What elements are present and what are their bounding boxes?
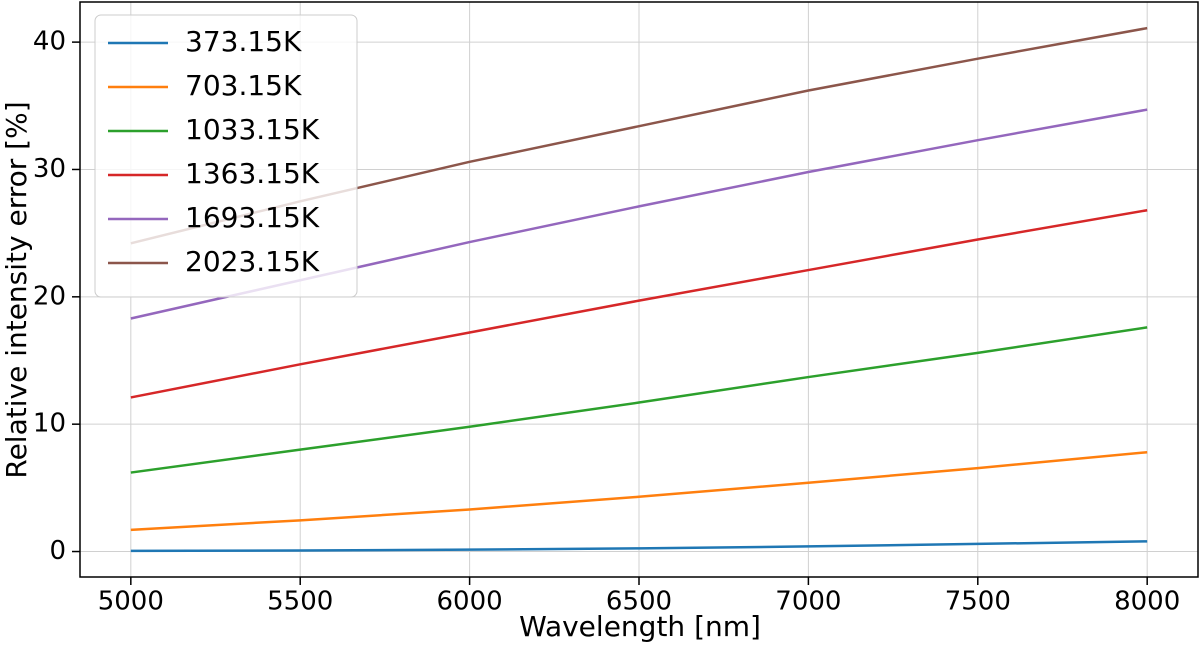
data-line [130, 208, 1148, 399]
data-line [130, 540, 1148, 553]
legend-label: 1693.15K [185, 201, 320, 234]
x-tick-label: 5500 [267, 587, 333, 617]
legend-label: 703.15K [185, 69, 302, 102]
x-tick-label: 6500 [606, 587, 672, 617]
legend-label: 1363.15K [185, 157, 320, 190]
y-tick-label: 0 [49, 536, 66, 566]
legend-label: 2023.15K [185, 245, 320, 278]
plot-frame [79, 1, 1199, 578]
y-tick-label: 20 [33, 281, 66, 311]
y-tick-label: 10 [33, 409, 66, 439]
data-line [130, 326, 1148, 474]
x-tick-label: 7000 [775, 587, 841, 617]
x-tick-label: 5000 [98, 587, 164, 617]
legend-label: 373.15K [185, 25, 302, 58]
data-line [130, 450, 1148, 532]
y-tick-label: 40 [33, 27, 66, 57]
legend-box [94, 14, 358, 298]
y-tick-label: 30 [33, 154, 66, 184]
y-axis-label: Relative intensity error [%] [0, 101, 33, 478]
x-tick-label: 6000 [437, 587, 503, 617]
x-axis-label: Wavelength [nm] [519, 610, 761, 643]
x-tick-label: 7500 [945, 587, 1011, 617]
legend-label: 1033.15K [185, 113, 320, 146]
x-tick-label: 8000 [1114, 587, 1180, 617]
